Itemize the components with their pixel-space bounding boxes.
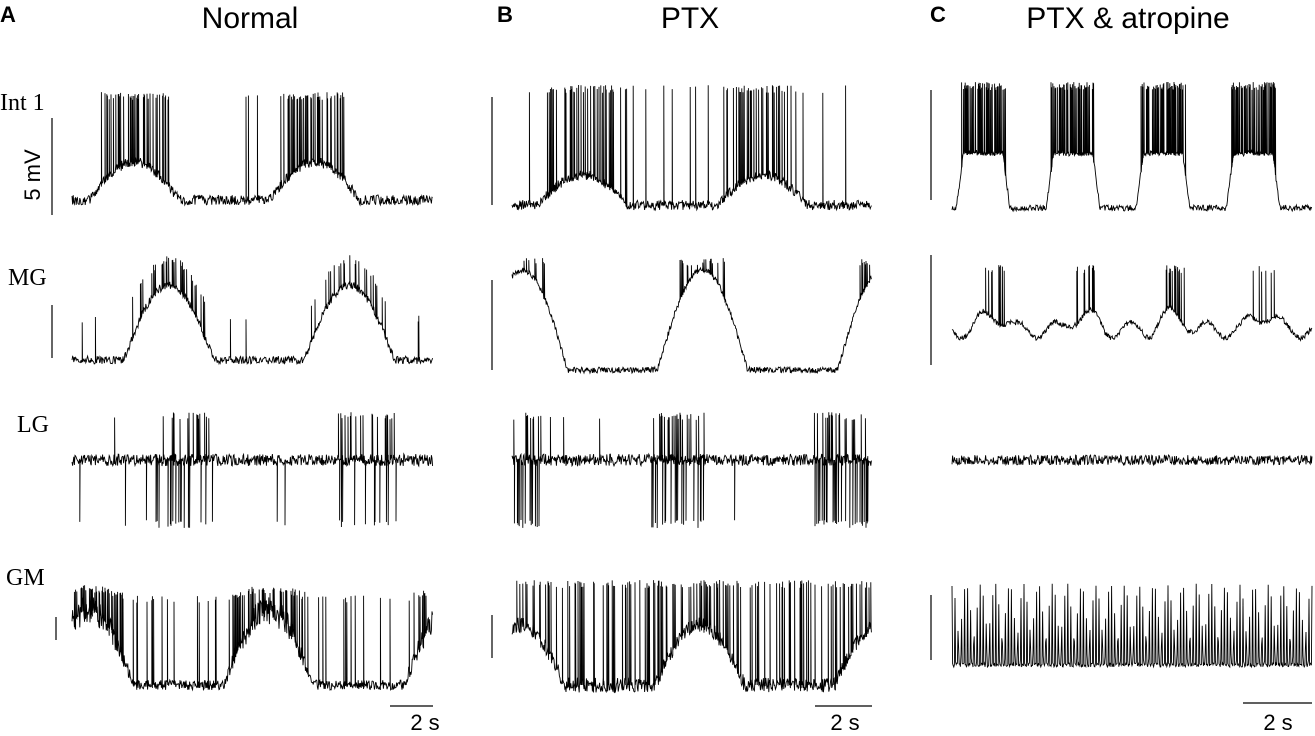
panel-letter: B <box>497 2 513 27</box>
trace <box>951 81 1313 213</box>
row-label: GM <box>6 565 45 591</box>
panel-title: Normal <box>202 2 299 35</box>
voltage-scale-label: 5 mV <box>20 149 45 201</box>
trace <box>511 579 872 694</box>
time-scale-label: 2 s <box>410 710 439 735</box>
time-scale-label: 2 s <box>1263 710 1292 735</box>
time-scale-label: 2 s <box>830 710 859 735</box>
trace <box>511 84 872 212</box>
panel-title: PTX <box>661 2 719 35</box>
trace <box>71 585 434 692</box>
row-label: Int 1 <box>0 90 45 116</box>
trace <box>511 258 872 375</box>
panel-letter: A <box>0 2 16 27</box>
trace <box>71 92 433 207</box>
trace <box>71 412 434 528</box>
panel-title: PTX & atropine <box>1026 2 1229 35</box>
row-label: MG <box>8 265 47 291</box>
voltage-scale-bars <box>51 90 932 660</box>
trace <box>511 412 872 529</box>
trace <box>71 255 434 366</box>
trace <box>951 453 1313 467</box>
trace <box>951 583 1313 669</box>
row-label: LG <box>17 412 49 438</box>
trace <box>951 265 1313 342</box>
panel-letter: C <box>930 2 946 27</box>
